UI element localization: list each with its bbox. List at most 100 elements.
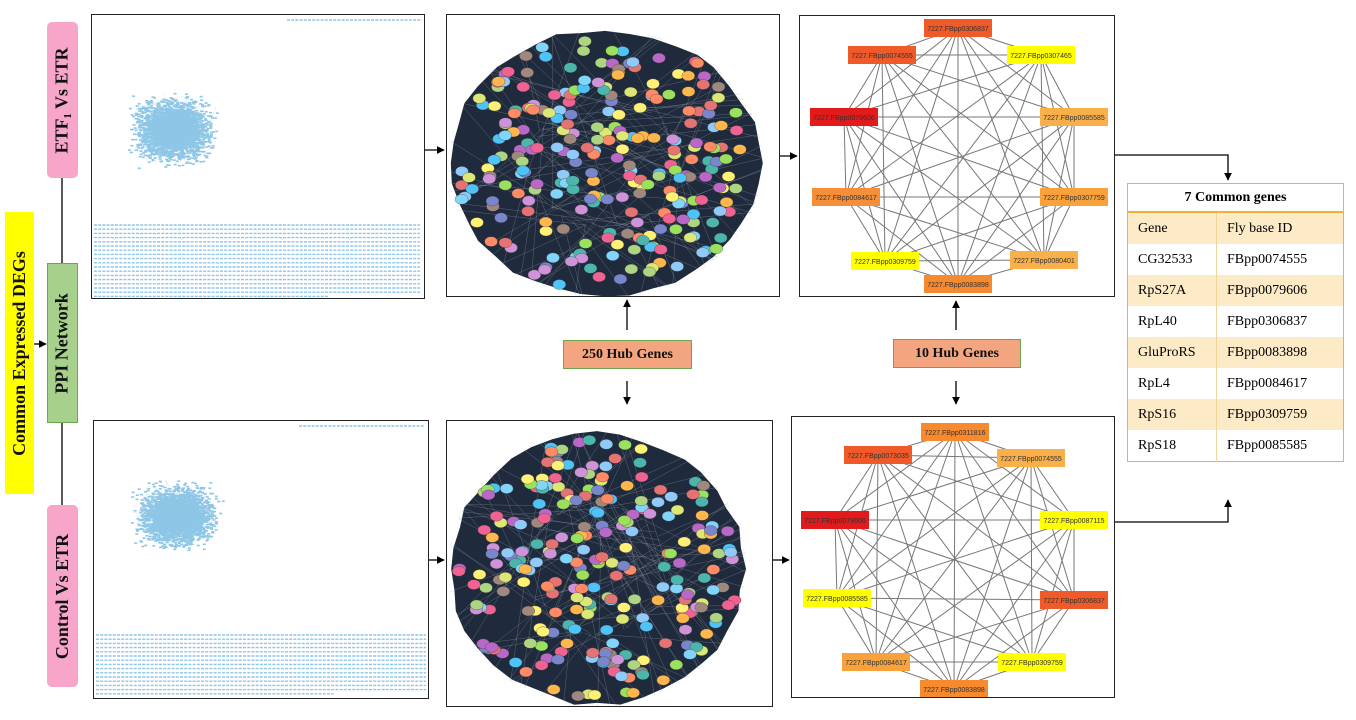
gene-node xyxy=(613,273,628,285)
gene-node xyxy=(662,213,676,224)
gene-node xyxy=(664,491,678,502)
gene-node xyxy=(556,223,570,235)
gene-node xyxy=(551,654,565,665)
gene-node xyxy=(610,152,624,164)
hub-gene-node: 7227.FBpp0309759 xyxy=(998,653,1066,671)
top-hub250-network-panel xyxy=(446,14,780,297)
gene-node xyxy=(651,595,665,606)
gene-node xyxy=(519,666,533,678)
gene-node xyxy=(529,557,544,568)
gene-node xyxy=(548,607,563,618)
gene-node xyxy=(606,638,620,649)
gene-node xyxy=(539,216,553,228)
gene-node xyxy=(487,100,502,112)
gene-node xyxy=(587,689,602,701)
top-ppi-cloud xyxy=(94,19,422,298)
gene-node xyxy=(677,536,691,548)
gene-node xyxy=(544,446,559,457)
gene-node xyxy=(696,79,710,90)
isolated-node-rows xyxy=(94,19,422,298)
gene-node xyxy=(498,117,513,128)
gene-node xyxy=(711,81,726,93)
gene-node xyxy=(496,586,510,597)
gene-node xyxy=(611,654,625,665)
header-gene: Gene xyxy=(1127,212,1217,244)
gene-node xyxy=(548,472,563,484)
hub-gene-node: 7227.FBpp0084617 xyxy=(812,188,880,206)
hub-gene-node: 7227.FBpp0085585 xyxy=(1040,108,1108,126)
gene-node xyxy=(630,217,644,228)
gene-node xyxy=(500,483,514,494)
gene-node xyxy=(669,224,683,235)
gene-node xyxy=(583,263,598,274)
gene-node xyxy=(574,467,588,478)
gene-node xyxy=(676,613,690,624)
gene-node xyxy=(719,153,733,165)
gene-node xyxy=(534,660,549,671)
gene-node xyxy=(703,141,717,152)
gene-node xyxy=(556,499,570,510)
gene-node xyxy=(633,457,647,468)
gene-node xyxy=(697,572,711,584)
gene-node xyxy=(626,687,640,699)
flybase-cell: FBpp0084617 xyxy=(1216,368,1344,399)
ppi-hairball xyxy=(127,92,219,170)
gene-node xyxy=(550,188,564,200)
gene-node xyxy=(646,78,660,89)
gene-node xyxy=(515,546,529,557)
gene-cell: RpS16 xyxy=(1127,399,1217,430)
gene-node xyxy=(684,118,698,129)
gene-node xyxy=(590,134,605,145)
table-header-row: Gene Fly base ID xyxy=(1127,212,1344,244)
gene-node xyxy=(521,206,535,217)
gene-node xyxy=(586,647,600,658)
gene-node xyxy=(683,232,697,243)
gene-node xyxy=(540,581,554,592)
gene-node xyxy=(695,510,709,521)
gene-node xyxy=(591,507,605,518)
gene-node xyxy=(615,191,629,203)
common-genes-table: 7 Common genes Gene Fly base ID CG32533 F… xyxy=(1127,183,1344,462)
gene-node xyxy=(583,193,598,205)
gene-node xyxy=(617,560,631,571)
hub-gene-node: 7227.FBpp0085585 xyxy=(803,589,871,607)
gene-node xyxy=(601,232,615,243)
hub-gene-label: 7227.FBpp0309759 xyxy=(854,259,916,266)
gene-node xyxy=(599,527,613,538)
gene-node xyxy=(477,524,491,536)
gene-node xyxy=(487,154,501,165)
gene-node xyxy=(729,125,744,136)
gene-node xyxy=(661,511,676,522)
top-hub10-network: 7227.FBpp0306837 7227.FBpp0307465 7227.FBp… xyxy=(810,19,1108,293)
gene-node xyxy=(724,547,738,558)
gene-node xyxy=(520,67,534,78)
gene-node xyxy=(647,132,661,144)
table-row: CG32533 FBpp0074555 xyxy=(1127,244,1344,275)
gene-node xyxy=(615,613,630,625)
gene-node xyxy=(576,45,591,57)
gene-node xyxy=(538,264,552,275)
hub-edges xyxy=(834,431,1075,690)
gene-node xyxy=(608,453,622,464)
gene-node xyxy=(569,495,583,506)
bottom-hub250-network-panel xyxy=(446,420,773,707)
hub-gene-label: 7227.FBpp0085585 xyxy=(806,596,868,603)
gene-node xyxy=(612,109,626,120)
gene-node xyxy=(498,572,513,583)
gene-node xyxy=(511,188,525,199)
gene-node xyxy=(618,439,632,451)
gene-cell: RpS27A xyxy=(1127,275,1217,306)
gene-node xyxy=(617,515,632,526)
hub-gene-node: 7227.FBpp0306837 xyxy=(924,19,992,37)
gene-cell: RpL4 xyxy=(1127,368,1217,399)
gene-node xyxy=(584,167,599,179)
hub-gene-label: 7227.FBpp0074555 xyxy=(851,53,913,60)
gene-node xyxy=(714,120,728,131)
hub-gene-label: 7227.FBpp0083898 xyxy=(923,687,985,694)
gene-node xyxy=(576,544,591,555)
gene-node xyxy=(564,256,579,267)
arrow-bottom-hub10-to-table xyxy=(1115,499,1232,523)
gene-node xyxy=(518,564,533,575)
hub-gene-node: 7227.FBpp0074555 xyxy=(848,46,916,64)
